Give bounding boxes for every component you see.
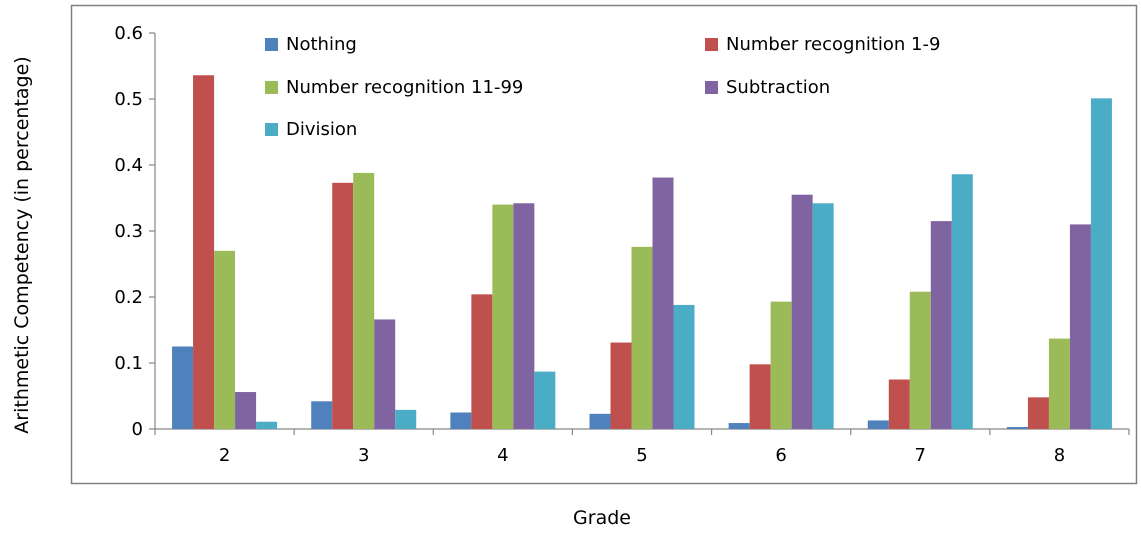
bar-division-grade-7 xyxy=(951,174,973,429)
y-tick-label: 0.1 xyxy=(114,353,143,374)
legend-label: Subtraction xyxy=(726,77,830,98)
bar-number-recognition-1-9-grade-7 xyxy=(888,379,910,429)
bar-nothing-grade-3 xyxy=(311,401,333,429)
bar-subtraction-grade-6 xyxy=(791,194,813,429)
legend-swatch xyxy=(265,38,278,51)
legend-swatch xyxy=(265,123,278,136)
bar-nothing-grade-7 xyxy=(867,420,889,429)
legend-swatch xyxy=(265,81,278,94)
bar-number-recognition-11-99-grade-5 xyxy=(631,246,653,429)
bar-number-recognition-1-9-grade-6 xyxy=(749,364,771,429)
bar-number-recognition-11-99-grade-4 xyxy=(492,204,514,429)
bar-subtraction-grade-5 xyxy=(652,177,674,429)
y-tick-label: 0.2 xyxy=(114,287,143,308)
bar-division-grade-6 xyxy=(812,203,834,429)
bar-number-recognition-11-99-grade-3 xyxy=(353,172,375,430)
bar-nothing-grade-4 xyxy=(450,412,472,429)
bar-number-recognition-11-99-grade-8 xyxy=(1048,338,1070,429)
y-tick-label: 0.5 xyxy=(114,89,143,110)
bar-number-recognition-1-9-grade-3 xyxy=(332,182,354,429)
bar-nothing-grade-2 xyxy=(172,346,194,429)
bar-nothing-grade-8 xyxy=(1006,427,1028,429)
x-tick-label: 3 xyxy=(358,445,369,466)
bar-division-grade-3 xyxy=(395,409,417,429)
x-tick-label: 7 xyxy=(915,445,926,466)
legend: Nothing Number recognition 1-9 Number reco… xyxy=(265,34,940,140)
bar-number-recognition-1-9-grade-5 xyxy=(610,342,632,429)
legend-swatch xyxy=(705,81,718,94)
bar-number-recognition-1-9-grade-2 xyxy=(193,75,215,430)
bar-subtraction-grade-8 xyxy=(1069,224,1091,429)
bar-division-grade-5 xyxy=(673,304,695,429)
bar-number-recognition-1-9-grade-8 xyxy=(1027,397,1049,429)
bar-nothing-grade-5 xyxy=(589,413,611,429)
bar-division-grade-8 xyxy=(1090,98,1112,429)
bar-division-grade-4 xyxy=(534,371,556,429)
legend-label: Division xyxy=(286,119,357,140)
bar-subtraction-grade-4 xyxy=(513,203,535,429)
legend-swatch xyxy=(705,38,718,51)
bars xyxy=(172,75,1112,430)
bar-number-recognition-11-99-grade-2 xyxy=(214,250,236,429)
bar-number-recognition-1-9-grade-4 xyxy=(471,294,493,429)
bar-subtraction-grade-3 xyxy=(374,319,396,429)
bar-division-grade-2 xyxy=(256,421,278,429)
y-tick-label: 0.4 xyxy=(114,155,143,176)
x-tick-label: 6 xyxy=(775,445,786,466)
bar-nothing-grade-6 xyxy=(728,423,750,429)
x-tick-label: 4 xyxy=(497,445,508,466)
y-tick-label: 0 xyxy=(132,419,143,440)
x-tick-label: 2 xyxy=(219,445,230,466)
bar-number-recognition-11-99-grade-7 xyxy=(909,291,931,429)
bar-number-recognition-11-99-grade-6 xyxy=(770,301,792,429)
x-axis-title: Grade xyxy=(573,507,631,529)
legend-label: Nothing xyxy=(286,34,357,55)
legend-label: Number recognition 11-99 xyxy=(286,77,523,98)
bar-subtraction-grade-2 xyxy=(235,392,257,429)
x-tick-label: 8 xyxy=(1054,445,1065,466)
x-tick-label: 5 xyxy=(636,445,647,466)
y-tick-label: 0.3 xyxy=(114,221,143,242)
y-axis-title: Arithmetic Competency (in percentage) xyxy=(11,56,33,433)
y-tick-label: 0.6 xyxy=(114,23,143,44)
bar-subtraction-grade-7 xyxy=(930,221,952,429)
legend-label: Number recognition 1-9 xyxy=(726,34,940,55)
